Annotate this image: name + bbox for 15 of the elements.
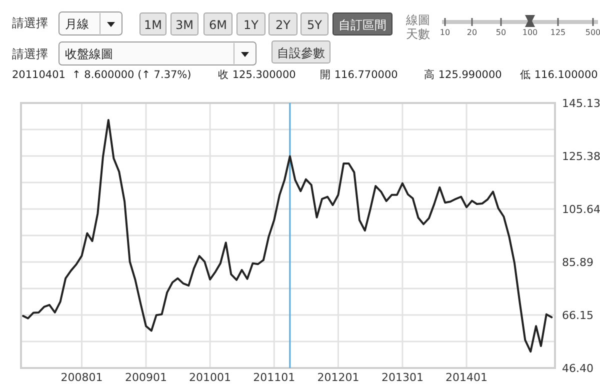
x-tick-label: 201201: [317, 371, 360, 384]
y-tick-label: 145.13: [562, 97, 600, 110]
y-tick-label: 46.40: [562, 362, 594, 375]
y-tick-label: 125.38: [562, 150, 600, 164]
x-tick-label: 200801: [60, 371, 103, 384]
y-tick-label: 85.89: [562, 256, 594, 270]
y-tick-label: 105.64: [562, 202, 600, 216]
x-tick-label: 201401: [446, 371, 488, 384]
x-tick-label: 201001: [189, 371, 232, 384]
y-tick-label: 66.15: [562, 308, 594, 322]
x-tick-label: 201301: [381, 371, 424, 384]
controls: 請選擇 月線 1M 3M 6M 1Y 2Y 5Y 自訂區間 線圖 天數 10 20 50 100 125 500 請選擇 收盤線圖 自設參數 20110401 ↑ 8.600000 (↑ 7.37%) 收 125.300000 開 116.770000 高 125.990000 低 116.100000: [12, 12, 600, 81]
x-tick-label: 200901: [124, 371, 167, 384]
line-series: [22, 118, 553, 353]
x-tick-label: 201101: [253, 371, 296, 384]
